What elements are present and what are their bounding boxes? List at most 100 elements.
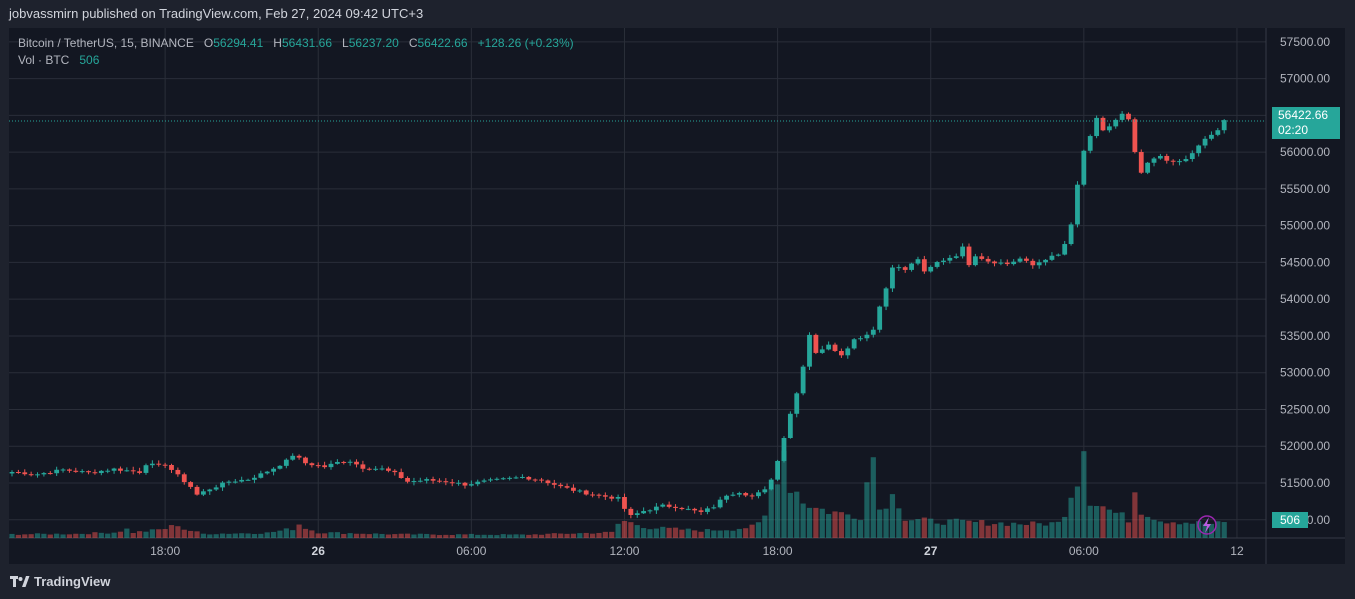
candle-body [622, 496, 627, 509]
volume-bar [60, 534, 66, 538]
candle-body [532, 479, 538, 481]
candle-body [124, 470, 130, 472]
x-tick-label: 12:00 [609, 544, 639, 558]
candle-body [1145, 162, 1151, 173]
volume-bar [1119, 512, 1125, 538]
volume-bar [398, 533, 404, 538]
volume-bar [947, 519, 953, 538]
candle-body [207, 489, 213, 492]
candle-body [149, 463, 155, 466]
candle-body [666, 504, 672, 507]
volume-bar [143, 531, 149, 538]
volume-bar [768, 488, 774, 538]
volume-bar [838, 512, 844, 538]
candle-body [1100, 117, 1106, 131]
candle-body [277, 465, 283, 469]
volume-bar [34, 533, 41, 538]
volume-bar [1125, 522, 1132, 538]
lightning-icon [1197, 515, 1217, 535]
candle-body [194, 486, 200, 495]
candle-body [998, 262, 1004, 264]
volume-bar [404, 533, 411, 538]
candle-body [296, 455, 302, 458]
candle-body [807, 334, 812, 367]
x-tick-label: 18:00 [763, 544, 793, 558]
candle-body [507, 477, 513, 479]
candle-body [462, 482, 468, 486]
volume-label[interactable]: Vol · BTC [18, 53, 70, 67]
candle-body [711, 507, 717, 509]
candle-body [1221, 120, 1227, 131]
candle-body [1189, 153, 1195, 160]
chart-panel[interactable]: 51000.0051500.0052000.0052500.0053000.00… [9, 28, 1345, 564]
volume-bar [156, 529, 162, 538]
symbol-label[interactable]: Bitcoin / TetherUS, 15, BINANCE [18, 36, 194, 50]
volume-bar [641, 528, 647, 538]
volume-bar [98, 532, 104, 538]
candle-body [705, 508, 710, 512]
candle-body [928, 266, 934, 272]
volume-bar [1113, 512, 1119, 538]
candle-body [386, 468, 391, 471]
volume-bar [570, 533, 577, 538]
volume-bar [475, 534, 481, 538]
tradingview-footer[interactable]: TradingView [10, 574, 110, 589]
candle-body [1004, 262, 1010, 265]
volume-bar [175, 526, 181, 538]
candle-body [870, 329, 876, 335]
x-tick-label: 06:00 [1069, 544, 1099, 558]
volume-bar [41, 533, 47, 538]
candle-body [245, 479, 251, 481]
volume-bar [194, 531, 200, 538]
volume-bar [239, 533, 245, 538]
volume-bar [711, 530, 717, 538]
volume-bar [628, 522, 634, 538]
candle-body [756, 492, 761, 497]
y-tick-label: 53000.00 [1280, 366, 1330, 380]
volume-bar [896, 508, 902, 538]
volume-bar [28, 534, 34, 538]
volume-bar [296, 524, 302, 538]
volume-bar [672, 527, 679, 538]
candle-body [137, 471, 142, 473]
volume-bar [1138, 514, 1144, 538]
candle-body [890, 267, 895, 289]
candle-body [775, 460, 780, 480]
candle-body [1151, 158, 1157, 163]
candlestick-chart[interactable]: 51000.0051500.0052000.0052500.0053000.00… [9, 28, 1345, 564]
candle-body [443, 481, 449, 483]
volume-bar [679, 529, 685, 538]
candle-body [15, 471, 21, 473]
volume-bar [960, 519, 966, 538]
volume-bar [507, 534, 513, 538]
candle-body [781, 437, 787, 461]
candle-body [1126, 113, 1131, 120]
candle-body [953, 256, 959, 258]
candle-body [98, 470, 104, 474]
candle-body [934, 262, 940, 267]
volume-bar [149, 529, 155, 538]
volume-bar [92, 532, 98, 538]
candle-body [360, 464, 366, 469]
volume-bar [117, 531, 124, 538]
candle-body [169, 464, 174, 470]
candle-body [188, 482, 194, 487]
x-tick-label: 27 [924, 544, 938, 558]
candle-body [494, 478, 500, 480]
volume-bar [577, 533, 583, 538]
low-value: 56237.20 [348, 36, 399, 50]
volume-bar [1215, 521, 1221, 538]
candle-body [347, 461, 353, 463]
volume-bar [609, 531, 615, 538]
volume-bar [979, 520, 985, 538]
volume-bar [723, 530, 730, 538]
volume-bar [290, 530, 296, 538]
volume-bar [277, 530, 283, 538]
candle-body [571, 487, 576, 491]
volume-bar [1100, 506, 1106, 538]
candle-body [921, 259, 927, 272]
candle-body [366, 468, 372, 470]
candle-body [105, 470, 111, 472]
candle-body [162, 464, 168, 466]
bar-countdown: 02:20 [1278, 123, 1309, 137]
